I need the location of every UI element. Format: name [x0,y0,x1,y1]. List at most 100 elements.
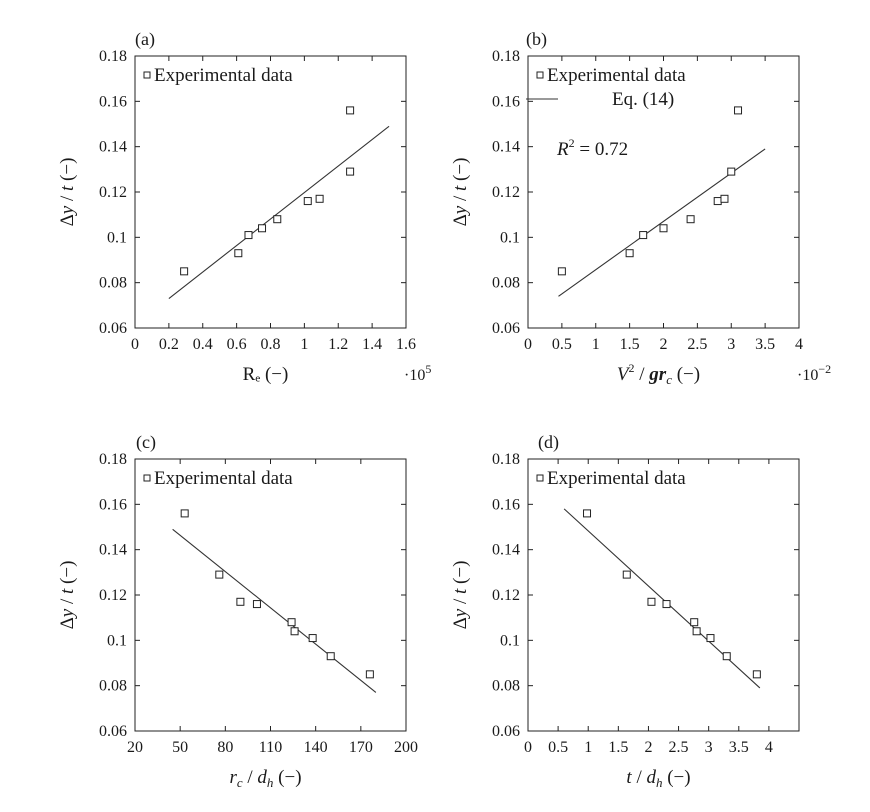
x-axis-title: rc / dh (−) [229,767,301,790]
y-tick-label: 0.14 [99,542,127,559]
data-point [639,231,648,240]
data-point [722,652,731,661]
legend-marker [536,71,544,79]
panel-label: (b) [526,29,547,50]
fit-line [172,528,377,693]
data-point [686,215,695,224]
y-tick-label: 0.18 [492,451,520,468]
legend-marker [143,71,151,79]
x-tick-label: 1.5 [608,739,628,756]
x-tick-label: 0.4 [193,336,213,353]
data-point [752,670,761,679]
data-point [244,231,253,240]
x-tick-label: 3.5 [729,739,749,756]
x-tick-label: 3 [727,336,735,353]
x-tick-label: 50 [172,739,188,756]
data-point [258,224,267,233]
x-tick-label: 1.2 [328,336,348,353]
chart-panel-1: (a) 0 0.2 0.4 0.6 0.8 1 1.2 1.4 1.6 0.06 0.08 0.1 0.1… [57,29,431,385]
data-point [659,224,668,233]
chart-panel-4: (d) 0 0.5 1 1.5 2 2.5 3 3.5 4 0.06 0.08 0.1 0.12 0.14 0… [450,432,800,790]
legend-label: Experimental data [547,65,686,86]
y-tick-label: 0.06 [99,723,127,740]
y-tick-label: 0.1 [107,229,127,246]
y-tick-label: 0.08 [99,275,127,292]
x-tick-label: 0.5 [548,739,568,756]
data-point [180,267,189,276]
data-point [713,197,722,206]
y-tick-label: 0.1 [500,229,520,246]
legend-label: Eq. (14) [612,89,674,110]
data-point [287,618,296,627]
legend-marker [536,474,544,482]
panel-label: (a) [135,29,155,50]
data-point [346,106,355,115]
data-point [727,167,736,176]
x-tick-label: 2 [644,739,652,756]
y-tick-label: 0.08 [492,678,520,695]
data-point [252,600,261,609]
x-tick-label: 1 [592,336,600,353]
y-tick-label: 0.06 [492,320,520,337]
legend-marker [143,474,151,482]
x-tick-label: 0.2 [159,336,179,353]
fit-line [168,125,390,299]
plot-frame [134,55,407,329]
x-tick-label: 2.5 [669,739,689,756]
data-point [308,634,317,643]
x-axis-title: t / dh (−) [626,767,690,790]
fit-line [563,508,761,689]
x-tick-label: 1 [300,336,308,353]
data-point [622,570,631,579]
x-tick-label: 80 [217,739,233,756]
y-tick-label: 0.06 [99,320,127,337]
x-tick-label: 200 [394,739,418,756]
data-point [625,249,634,258]
x-tick-label: 170 [349,739,373,756]
panel-label: (d) [538,432,559,453]
x-tick-label: 3 [705,739,713,756]
data-point [273,215,282,224]
data-point [720,194,729,203]
y-tick-label: 0.18 [99,48,127,65]
x-axis-multiplier: ·10−2 [797,362,831,384]
chart-panel-3: (c) 20 50 80 110 140 170 200 0.06 0.08 0.1 0.12 0.14… [57,432,418,790]
x-tick-label: 2 [660,336,668,353]
y-tick-label: 0.12 [492,184,520,201]
legend-label: Experimental data [154,65,293,86]
y-tick-label: 0.16 [492,93,520,110]
x-axis-multiplier: ·105 [404,362,431,384]
x-tick-label: 110 [259,739,282,756]
panel-label: (c) [136,432,156,453]
x-tick-label: 140 [304,739,328,756]
data-point [692,627,701,636]
legend-label: Experimental data [154,468,293,489]
y-tick-label: 0.14 [492,542,520,559]
y-tick-label: 0.14 [99,139,127,156]
data-point [236,597,245,606]
y-tick-label: 0.14 [492,139,520,156]
plot-frame [134,458,407,732]
data-point [315,194,324,203]
y-tick-label: 0.12 [99,184,127,201]
x-tick-label: 0 [524,336,532,353]
data-point [734,106,743,115]
x-tick-label: 0 [524,739,532,756]
y-tick-label: 0.12 [492,587,520,604]
x-tick-label: 2.5 [687,336,707,353]
data-point [557,267,566,276]
data-point [346,167,355,176]
x-tick-label: 0 [131,336,139,353]
x-axis-title: V2 / grc (−) [617,361,700,387]
data-point [647,597,656,606]
y-tick-label: 0.1 [500,632,520,649]
y-tick-label: 0.08 [99,678,127,695]
x-tick-label: 4 [765,739,773,756]
x-tick-label: 0.6 [227,336,247,353]
x-tick-label: 1 [584,739,592,756]
data-point [365,670,374,679]
x-tick-label: 0.8 [261,336,281,353]
plot-frame [527,458,800,732]
x-tick-label: 1.6 [396,336,416,353]
